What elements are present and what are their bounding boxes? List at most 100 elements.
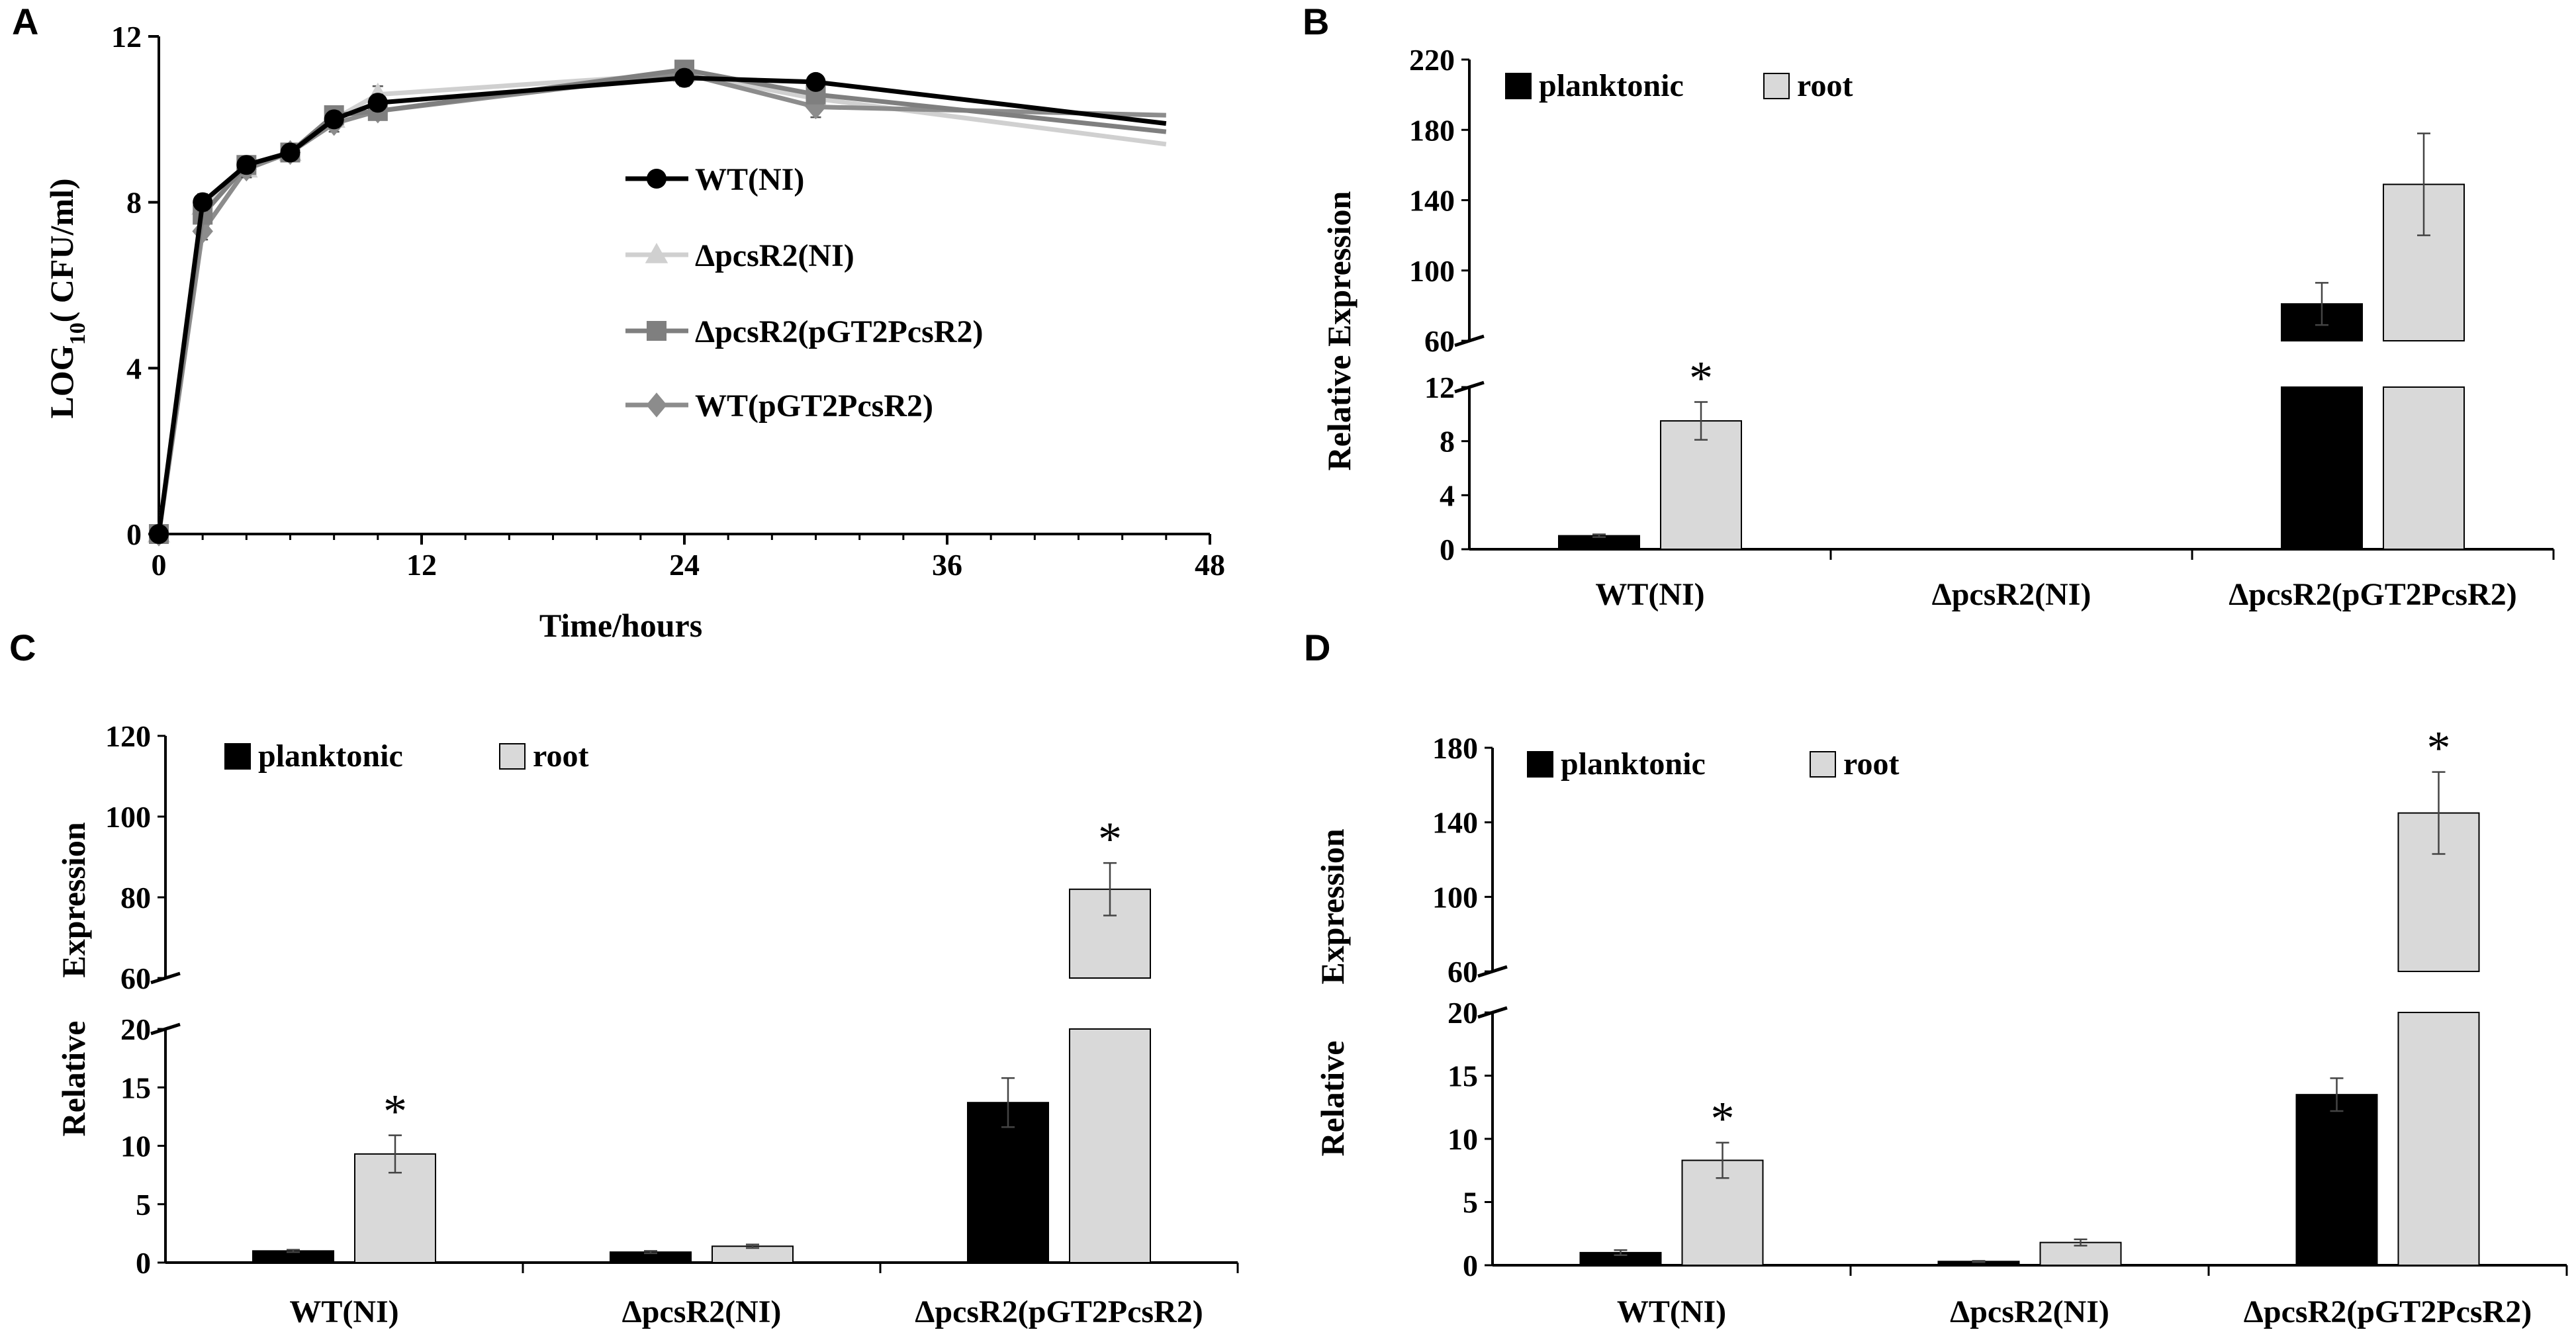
y-tick-label: 0 — [1463, 1249, 1478, 1282]
x-tick-label: 48 — [1195, 548, 1225, 582]
y-tick-label: 10 — [1448, 1122, 1478, 1156]
y-axis-title-expression: Expression — [1314, 828, 1351, 984]
legend-label-delta-pcsr2-pgt2pcsr2: ΔpcsR2(pGT2PcsR2) — [695, 314, 983, 349]
significance-star: * — [1711, 1093, 1735, 1145]
category-label-delta-pcsr2-pgt2pcsr2: ΔpcsR2(pGT2PcsR2) — [2244, 1294, 2532, 1329]
category-label-delta-pcsr2-ni: ΔpcsR2(NI) — [1950, 1294, 2109, 1329]
bar-planktonic-delta-pcsr2-pgt2pcsr2 — [2295, 1094, 2378, 1267]
legend-swatch-root — [1810, 751, 1836, 778]
bar-root-delta-pcsr2-ni — [712, 1245, 794, 1264]
y-tick-label: 220 — [1409, 43, 1455, 77]
y-tick-label: 8 — [1440, 425, 1455, 459]
panel-d: D 0 5 10 15 20 60 100 140 180 Expression Relative * W… — [1304, 627, 2568, 1329]
data-point-wt-ni — [324, 109, 344, 130]
y-tick-label: 4 — [1440, 478, 1455, 512]
legend-marker-delta-pcsr2-pgt2pcsr2 — [647, 321, 667, 341]
bar-planktonic-delta-pcsr2-pgt2pcsr2-lower — [2281, 386, 2363, 550]
panel-letter-d: D — [1304, 627, 1330, 668]
legend-marker-wt-ni — [647, 169, 667, 189]
y-axis-title-relative: Relative — [1314, 1041, 1351, 1157]
data-point-wt-ni — [674, 67, 694, 88]
y-axis-title: Relative Expression — [1320, 191, 1357, 470]
category-label-wt-ni: WT(NI) — [1617, 1294, 1726, 1329]
y-axis-title-part: ( CFU/ml) — [43, 178, 80, 322]
bar-root-wt-ni — [1660, 420, 1742, 551]
category-label-wt-ni: WT(NI) — [289, 1294, 398, 1329]
significance-star: * — [1098, 813, 1122, 866]
y-tick-label: 120 — [105, 719, 151, 753]
bar-root-delta-pcsr2-pgt2pcsr2-lower — [2383, 386, 2465, 550]
category-label-delta-pcsr2-pgt2pcsr2: ΔpcsR2(pGT2PcsR2) — [915, 1294, 1203, 1329]
y-tick-label: 140 — [1409, 184, 1455, 218]
panel-letter-a: A — [12, 1, 38, 42]
y-tick-label: 10 — [120, 1130, 151, 1163]
y-tick-label: 8 — [126, 186, 142, 220]
legend-label-root: root — [1843, 746, 1899, 782]
data-point-wt-ni — [193, 192, 213, 212]
y-tick-label: 5 — [136, 1188, 151, 1222]
legend-swatch-planktonic — [224, 743, 251, 770]
legend-label-wt-pgt2pcsr2: WT(pGT2PcsR2) — [695, 388, 933, 424]
legend-label-planktonic: planktonic — [1561, 746, 1706, 782]
panel-letter-c: C — [9, 627, 36, 668]
y-tick-label: 0 — [1440, 533, 1455, 566]
y-tick-label: 60 — [1448, 955, 1478, 989]
legend-label-planktonic: planktonic — [258, 738, 403, 774]
y-tick-label: 100 — [105, 800, 151, 834]
legend-marker-wt-pgt2pcsr2 — [646, 392, 667, 418]
legend-swatch-planktonic — [1505, 73, 1532, 99]
category-label-delta-pcsr2-ni: ΔpcsR2(NI) — [1932, 577, 2092, 612]
y-tick-label: 100 — [1432, 880, 1478, 914]
y-tick-label: 12 — [111, 20, 142, 54]
data-point-wt-ni — [236, 155, 257, 175]
y-tick-label: 15 — [1448, 1059, 1478, 1093]
y-tick-label: 180 — [1409, 113, 1455, 147]
x-axis-title: Time/hours — [539, 607, 702, 644]
legend-swatch-root — [1763, 73, 1790, 99]
y-tick-label: 180 — [1432, 731, 1478, 765]
bar-root-delta-pcsr2-pgt2pcsr2-lower — [2397, 1012, 2480, 1266]
y-tick-label: 60 — [120, 962, 151, 995]
bar-root-delta-pcsr2-pgt2pcsr2-lower — [1069, 1028, 1151, 1263]
category-label-wt-ni: WT(NI) — [1595, 577, 1704, 612]
legend-marker-delta-pcsr2-ni — [645, 243, 668, 263]
y-tick-label: 140 — [1432, 806, 1478, 840]
y-axis-title-subscript: 10 — [66, 322, 90, 345]
y-tick-label: 4 — [126, 351, 142, 385]
data-point-wt-ni — [805, 71, 826, 92]
panel-b: B 0 4 8 12 60 100 140 180 220 Relative Expression *… — [1303, 1, 2555, 612]
category-label-delta-pcsr2-ni: ΔpcsR2(NI) — [622, 1294, 782, 1329]
y-tick-label: 80 — [120, 881, 151, 915]
y-axis-title-expression: Expression — [55, 822, 92, 977]
panel-letter-b: B — [1303, 1, 1329, 42]
legend-label-planktonic: planktonic — [1539, 68, 1684, 103]
data-point-wt-ni — [280, 142, 300, 163]
y-axis-title-relative: Relative — [55, 1021, 92, 1137]
legend-label-wt-ni: WT(NI) — [695, 162, 804, 197]
y-tick-label: 20 — [1448, 996, 1478, 1030]
panel-c: C 0 5 10 15 20 60 80 100 120 Expression Relative * WT… — [9, 627, 1239, 1329]
legend-label-root: root — [1797, 68, 1853, 103]
y-tick-label: 20 — [120, 1012, 151, 1046]
data-point-wt-ni — [367, 93, 388, 113]
y-tick-label: 100 — [1409, 254, 1455, 288]
legend-swatch-planktonic — [1527, 751, 1553, 778]
significance-star: * — [2427, 722, 2451, 775]
y-tick-label: 15 — [120, 1071, 151, 1104]
y-tick-label: 0 — [136, 1246, 151, 1280]
significance-star: * — [383, 1085, 407, 1138]
significance-star: * — [1689, 351, 1713, 404]
y-axis-title-part: LOG — [43, 345, 80, 418]
legend-swatch-root — [499, 743, 526, 770]
x-tick-label: 0 — [152, 548, 167, 582]
x-tick-label: 12 — [406, 548, 437, 582]
legend-label-delta-pcsr2-ni: ΔpcsR2(NI) — [695, 238, 854, 273]
y-tick-label: 0 — [126, 517, 142, 551]
x-tick-label: 24 — [669, 548, 700, 582]
data-point-wt-ni — [149, 524, 169, 544]
y-tick-label: 5 — [1463, 1186, 1478, 1220]
y-tick-label: 60 — [1424, 324, 1455, 358]
